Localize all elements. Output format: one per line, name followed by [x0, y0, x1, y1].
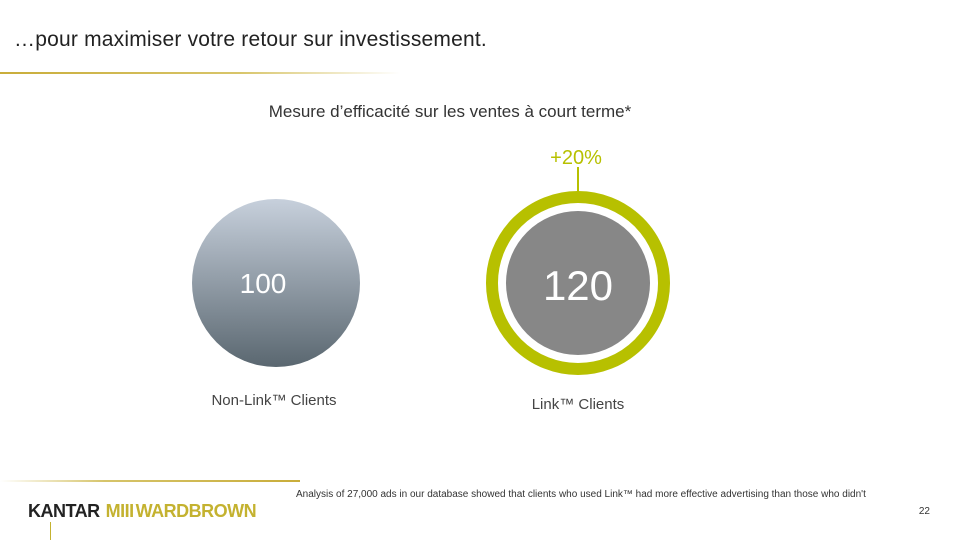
- logo-brand-wardbrown: WARDBROWN: [135, 501, 257, 521]
- logo-tick: [50, 522, 51, 540]
- category-label-link: Link™ Clients: [532, 396, 625, 413]
- footer-rule: [0, 480, 300, 482]
- page-title: …pour maximiser votre retour sur investi…: [14, 28, 487, 51]
- category-label-non-link: Non-Link™ Clients: [211, 392, 336, 409]
- uplift-annotation: +20%: [550, 147, 602, 169]
- logo-mark: MIII: [105, 501, 135, 521]
- chart-subtitle: Mesure d’efficacité sur les ventes à cou…: [268, 102, 632, 121]
- value-label-non-link: 100: [240, 268, 287, 299]
- value-label-link: 120: [543, 262, 613, 309]
- footnote: Analysis of 27,000 ads in our database s…: [296, 489, 866, 500]
- bubble-chart: 100 Non-Link™ Clients +20% 120 Link™ Cli…: [192, 147, 671, 413]
- highlight-ring-link-clients: [485, 190, 671, 376]
- title-underline: [0, 72, 400, 74]
- bubble-link-clients: [505, 210, 651, 356]
- kantar-millward-brown-logo: KANTAR MIII WARDBROWN: [28, 501, 257, 522]
- page-number: 22: [918, 506, 930, 517]
- bubble-non-link-clients: [192, 199, 360, 367]
- logo-brand-kantar: KANTAR: [28, 501, 100, 521]
